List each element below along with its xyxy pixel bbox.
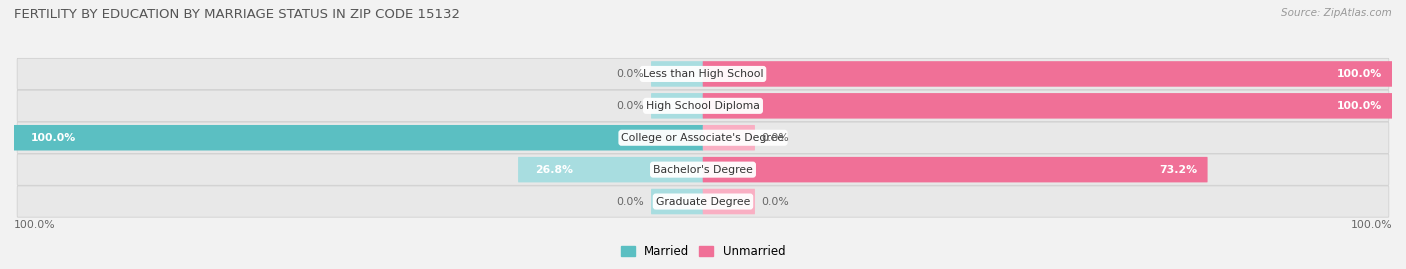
FancyBboxPatch shape (651, 189, 703, 214)
FancyBboxPatch shape (17, 122, 1389, 153)
FancyBboxPatch shape (17, 90, 1389, 122)
Text: Source: ZipAtlas.com: Source: ZipAtlas.com (1281, 8, 1392, 18)
Text: FERTILITY BY EDUCATION BY MARRIAGE STATUS IN ZIP CODE 15132: FERTILITY BY EDUCATION BY MARRIAGE STATU… (14, 8, 460, 21)
Text: Graduate Degree: Graduate Degree (655, 197, 751, 207)
FancyBboxPatch shape (517, 157, 703, 182)
FancyBboxPatch shape (17, 186, 1389, 217)
FancyBboxPatch shape (703, 189, 755, 214)
Text: 26.8%: 26.8% (536, 165, 574, 175)
Text: 0.0%: 0.0% (762, 133, 789, 143)
Legend: Married, Unmarried: Married, Unmarried (616, 240, 790, 262)
FancyBboxPatch shape (703, 157, 1208, 182)
Text: College or Associate's Degree: College or Associate's Degree (621, 133, 785, 143)
Text: 100.0%: 100.0% (1350, 221, 1392, 231)
Text: 100.0%: 100.0% (31, 133, 76, 143)
FancyBboxPatch shape (703, 93, 1392, 119)
Text: Less than High School: Less than High School (643, 69, 763, 79)
Text: 0.0%: 0.0% (617, 197, 644, 207)
FancyBboxPatch shape (703, 61, 1392, 87)
FancyBboxPatch shape (17, 154, 1389, 185)
Text: 73.2%: 73.2% (1159, 165, 1197, 175)
Text: 0.0%: 0.0% (762, 197, 789, 207)
FancyBboxPatch shape (14, 125, 703, 150)
Text: 0.0%: 0.0% (617, 101, 644, 111)
Text: Bachelor's Degree: Bachelor's Degree (652, 165, 754, 175)
FancyBboxPatch shape (651, 61, 703, 87)
FancyBboxPatch shape (17, 58, 1389, 90)
Text: High School Diploma: High School Diploma (647, 101, 759, 111)
Text: 100.0%: 100.0% (1336, 101, 1382, 111)
FancyBboxPatch shape (703, 125, 755, 150)
Text: 0.0%: 0.0% (617, 69, 644, 79)
Text: 100.0%: 100.0% (1336, 69, 1382, 79)
FancyBboxPatch shape (651, 93, 703, 119)
Text: 100.0%: 100.0% (14, 221, 56, 231)
